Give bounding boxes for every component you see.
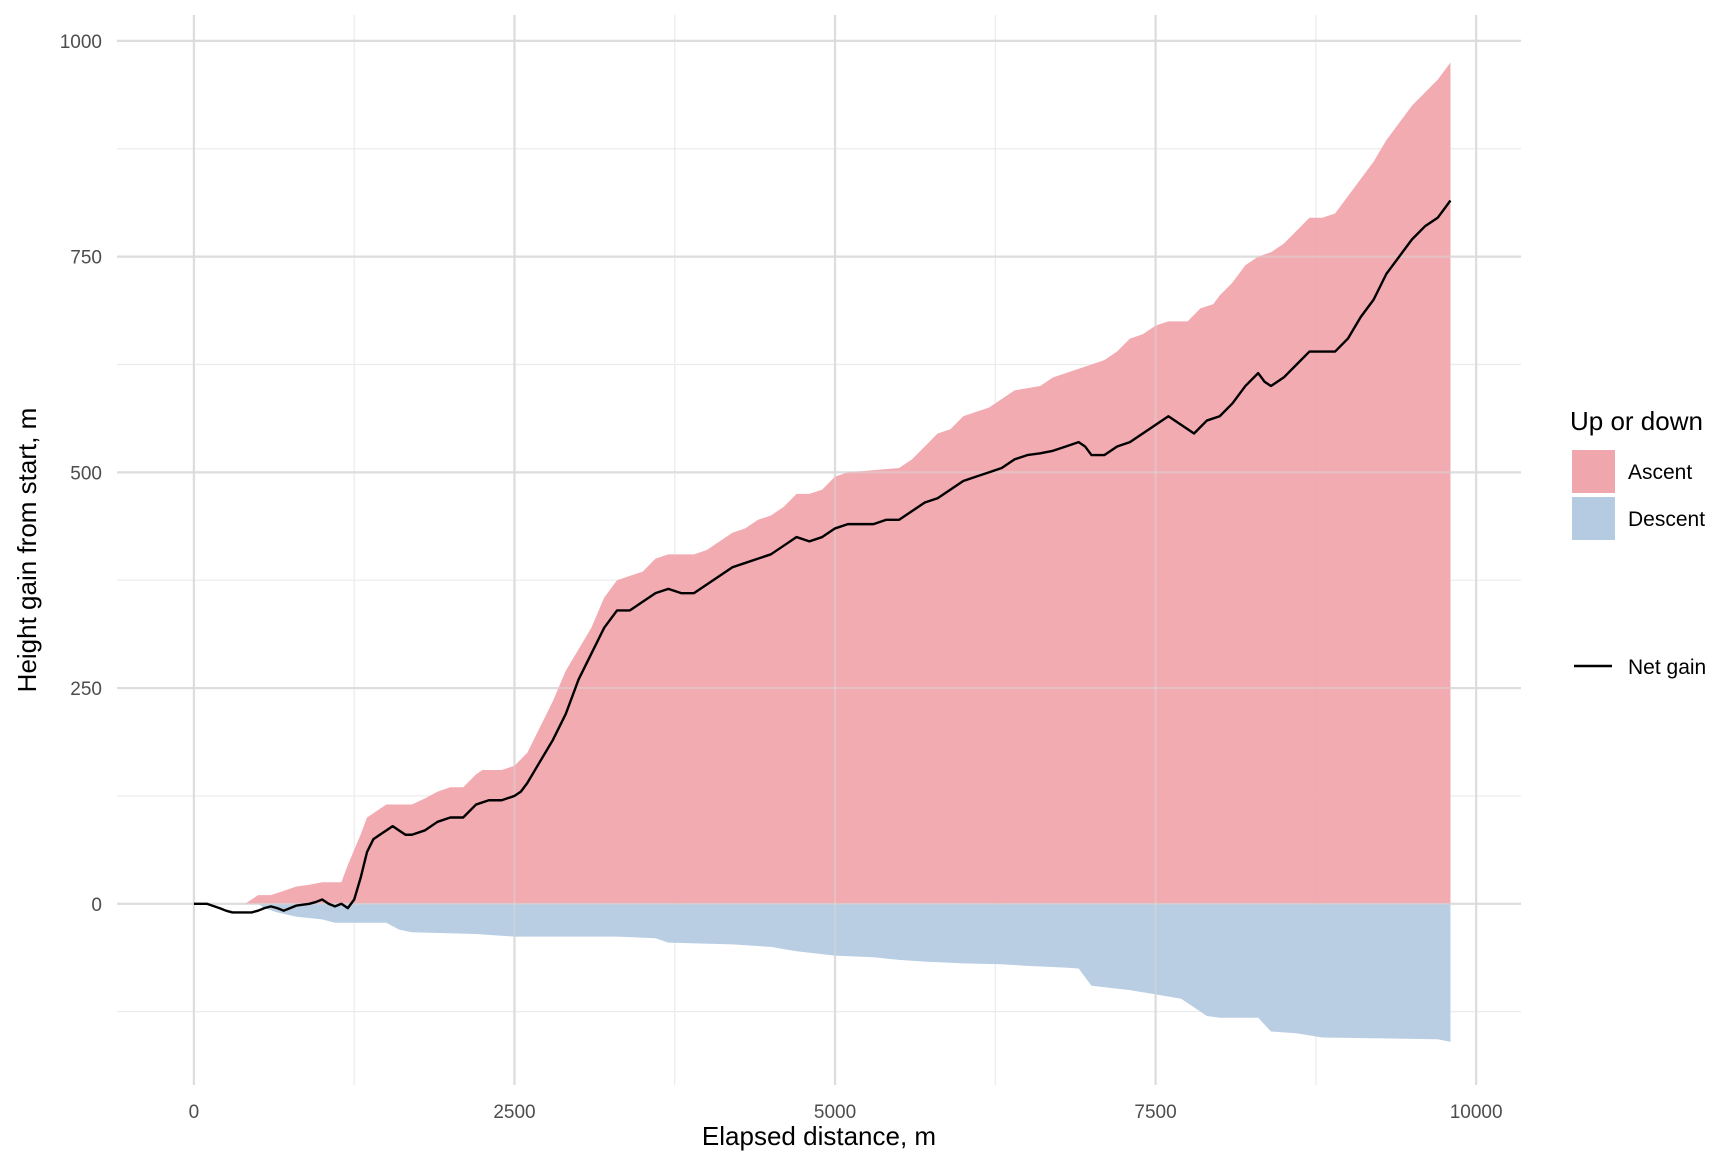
x-axis-title: Elapsed distance, m xyxy=(702,1121,936,1151)
legend-label-descent: Descent xyxy=(1628,508,1705,531)
area-descent xyxy=(193,903,1451,1042)
y-tick-label: 0 xyxy=(91,895,102,916)
line-series xyxy=(193,199,1452,914)
legend-label-ascent: Ascent xyxy=(1628,461,1692,484)
x-tick-label: 5000 xyxy=(814,1102,856,1123)
y-tick-label: 1000 xyxy=(60,32,102,53)
y-axis-ticks: 0 250 500 750 1000 xyxy=(60,32,102,916)
legend: Up or down Ascent Descent Net gain xyxy=(1570,406,1706,679)
line-net-gain xyxy=(193,199,1452,914)
area-ascent xyxy=(193,62,1451,904)
legend-swatch-ascent xyxy=(1572,450,1615,493)
area-series xyxy=(117,15,1521,1085)
x-tick-label: 0 xyxy=(189,1102,200,1123)
y-tick-label: 500 xyxy=(70,463,102,484)
y-tick-label: 750 xyxy=(70,248,102,269)
x-tick-label: 2500 xyxy=(493,1102,535,1123)
x-tick-label: 7500 xyxy=(1134,1102,1176,1123)
x-axis-ticks: 0 2500 5000 7500 10000 xyxy=(189,1102,1503,1123)
y-axis-title: Height gain from start, m xyxy=(12,408,42,693)
x-tick-label: 10000 xyxy=(1450,1102,1503,1123)
legend-swatch-descent xyxy=(1572,497,1615,540)
legend-label-net-gain: Net gain xyxy=(1628,656,1706,679)
legend-title: Up or down xyxy=(1570,406,1703,436)
y-tick-label: 250 xyxy=(70,679,102,700)
